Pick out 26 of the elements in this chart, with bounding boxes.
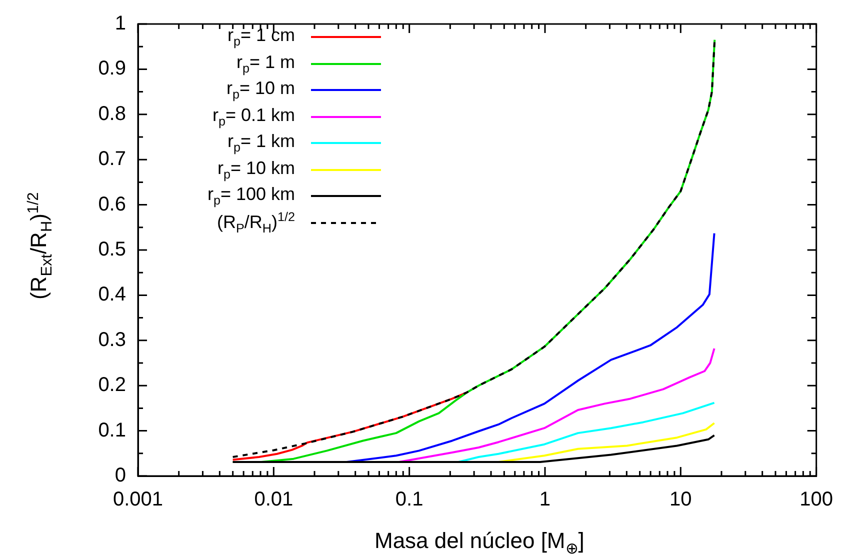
- y-tick-label: 0: [114, 464, 126, 487]
- y-tick-label: 0.1: [98, 419, 126, 442]
- x-tick-label: 100: [800, 488, 834, 511]
- x-tick-label: 10: [670, 488, 692, 511]
- y-tick-label: 0.6: [98, 193, 126, 216]
- legend-label: r$_{p}$= 1 cm: [227, 25, 295, 50]
- legend-label: r$_{p}$= 0.1 km: [212, 104, 295, 129]
- legend-label: r$_{p}$= 1 km: [227, 131, 295, 156]
- legend-label: r$_{p}$= 10 m: [225, 78, 296, 102]
- x-tick-label: 0.01: [254, 488, 294, 511]
- y-tick-label: 0.8: [98, 102, 126, 125]
- y-tick-label: 0.9: [98, 58, 126, 80]
- y-tick-label: 0.7: [98, 148, 126, 170]
- legend-label: (R$_{P}$/R$_{H}$)$^{1/2}$: [216, 210, 295, 236]
- x-axis-title: Masa del núcleo [M$_{⊕}$]: [374, 528, 584, 558]
- y-tick-label: 0.2: [98, 374, 126, 396]
- y-tick-label: 0.5: [98, 238, 126, 261]
- y-tick-label: 1: [114, 12, 126, 35]
- legend-label: r$_{p}$= 1 m: [236, 52, 295, 76]
- legend-label: r$_{p}$= 10 km: [217, 158, 295, 182]
- y-tick-label: 0.3: [98, 328, 126, 351]
- legend-label: r$_{p}$= 100 km: [207, 184, 295, 208]
- x-tick-label: 1: [539, 488, 551, 511]
- x-tick-label: 0.001: [112, 488, 164, 511]
- y-tick-label: 0.4: [98, 284, 126, 306]
- x-tick-label: 0.1: [395, 488, 424, 511]
